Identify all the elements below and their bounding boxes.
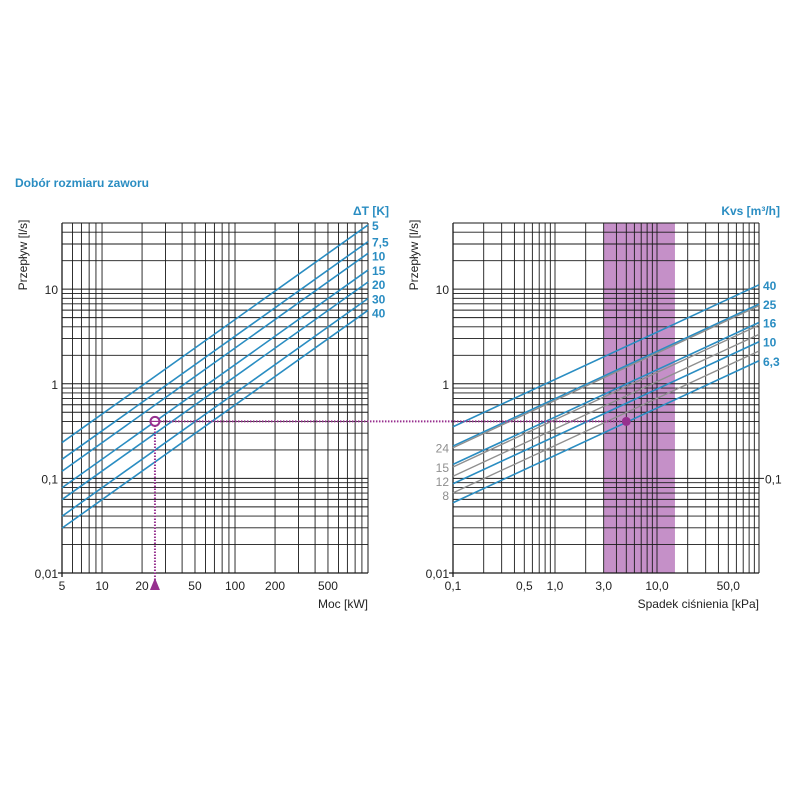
series-label: 30 — [372, 293, 386, 307]
series-line-10 — [61, 252, 369, 472]
series-line-10 — [452, 341, 760, 485]
chart-title: Dobór rozmiaru zaworu — [15, 176, 149, 190]
y-tick-label: 1 — [442, 378, 449, 392]
reading-path — [149, 415, 631, 590]
series-label: 5 — [372, 219, 379, 233]
x-tick-label: 20 — [135, 579, 149, 593]
series-line-8 — [452, 350, 760, 494]
x-axis-title: Moc [kW] — [318, 597, 368, 611]
series-line-24 — [452, 305, 760, 449]
pressure-drop-point — [621, 416, 631, 426]
series-line-40 — [452, 284, 760, 428]
y-tick-label: 1 — [51, 378, 58, 392]
y-axis-title: Przepływ [l/s] — [407, 220, 421, 291]
series-line-16 — [452, 321, 760, 466]
power-flow-chart: 5 10 20 50 100 200 500 0,01 0,1 1 10 Moc [kW] Przepł… — [16, 204, 389, 611]
series-line-12 — [452, 333, 760, 477]
series-label: 12 — [436, 475, 450, 489]
series-label: 16 — [763, 317, 777, 331]
series-label: 7,5 — [372, 236, 389, 250]
series-label: 40 — [372, 307, 386, 321]
x-tick-label: 10 — [95, 579, 109, 593]
grid — [452, 222, 760, 574]
x-tick-label: 3,0 — [595, 579, 612, 593]
x-tick-label: 100 — [225, 579, 245, 593]
y-tick-label: 0,01 — [35, 567, 59, 581]
pressure-drop-flow-chart: 0,1 0,5 1,0 3,0 10,0 50,0 0,01 1 10 0,1 Spadek ciś… — [407, 204, 782, 611]
series-label: 15 — [436, 461, 450, 475]
x-tick-label: 200 — [265, 579, 285, 593]
x-tick-label: 5 — [59, 579, 66, 593]
series-label: 25 — [763, 298, 777, 312]
y-tick-label: 10 — [436, 283, 450, 297]
series-label: 20 — [372, 278, 386, 292]
x-tick-label: 0,5 — [516, 579, 533, 593]
series-label: 6,3 — [763, 355, 780, 369]
legend-title: ΔT [K] — [353, 204, 389, 218]
x-tick-label: 50,0 — [717, 579, 741, 593]
y-tick-label: 10 — [45, 283, 59, 297]
series-line-15 — [452, 324, 760, 468]
x-tick-label: 50 — [188, 579, 202, 593]
series-line-30 — [61, 297, 369, 517]
series-label: 10 — [763, 336, 777, 350]
x-tick-label: 1,0 — [547, 579, 564, 593]
series-line-20 — [61, 281, 369, 501]
series-label: 24 — [436, 442, 450, 456]
x-axis-title: Spadek ciśnienia [kPa] — [638, 597, 759, 611]
x-tick-label: 0,1 — [445, 579, 462, 593]
series-line-6-3 — [452, 360, 760, 504]
series-label: 10 — [372, 250, 386, 264]
power-marker-triangle — [149, 578, 160, 590]
x-tick-label: 500 — [318, 579, 338, 593]
series-label: 40 — [763, 279, 777, 293]
y-tick-label: 0,1 — [41, 472, 58, 486]
y-axis-title: Przepływ [l/s] — [16, 220, 30, 291]
grid — [61, 222, 369, 574]
series-line-7-5 — [61, 240, 369, 460]
series-label: 15 — [372, 264, 386, 278]
y-tick-label: 0,01 — [426, 567, 450, 581]
x-tick-label: 10,0 — [645, 579, 669, 593]
series-line-15 — [61, 269, 369, 489]
series-line-25 — [452, 303, 760, 447]
series-label: 8 — [442, 489, 449, 503]
y-tick-label-right: 0,1 — [765, 472, 782, 486]
series-line-40 — [61, 309, 369, 529]
legend-title: Kvs [m³/h] — [721, 204, 780, 218]
series-line-5 — [61, 224, 369, 444]
